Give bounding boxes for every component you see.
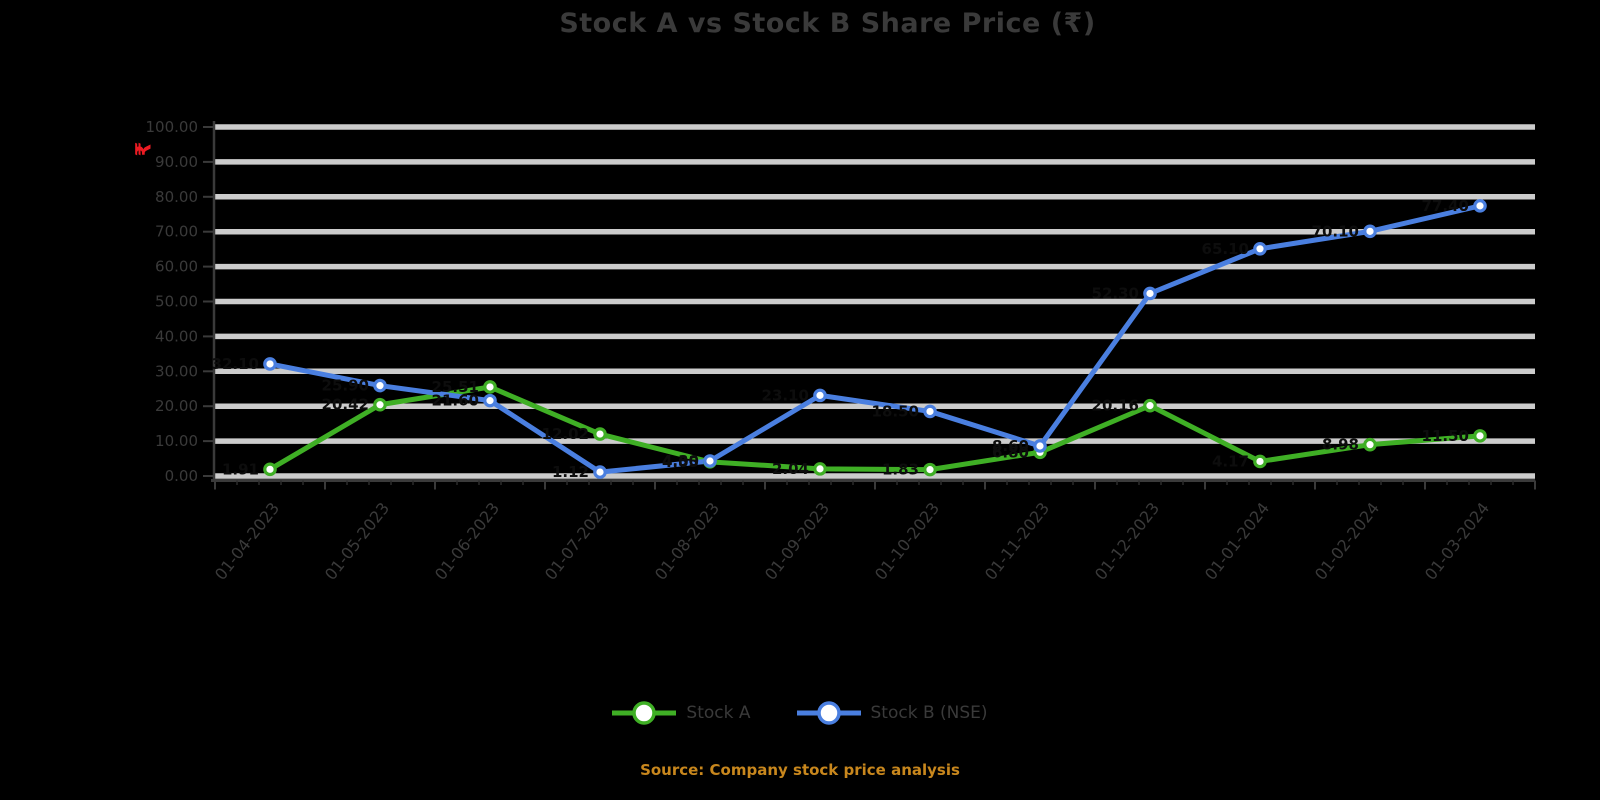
data-label-green: 11.50 <box>1422 427 1469 445</box>
data-label-green: 12.02 <box>542 425 589 443</box>
data-label-green: 25.51 <box>432 378 479 396</box>
x-axis-label: 01-01-2024 <box>1201 499 1273 584</box>
data-label-blue: 4.30 <box>662 452 699 470</box>
data-point-marker-blue <box>263 357 277 371</box>
data-label-blue: 23.10 <box>762 386 809 404</box>
data-point-marker-green <box>593 427 607 441</box>
chart-title: Stock A vs Stock B Share Price (₹) <box>559 8 1096 39</box>
x-axis-label: 01-11-2023 <box>981 499 1053 584</box>
data-point-marker-blue <box>1033 439 1047 453</box>
x-axis-label: 01-07-2023 <box>541 499 613 584</box>
data-point-marker-green <box>1363 437 1377 452</box>
y-axis-label: 40.00 <box>155 327 198 345</box>
data-point-marker-green <box>923 462 937 477</box>
series-line-blue <box>267 203 1483 475</box>
data-point-marker-green <box>1253 454 1267 469</box>
legend-label-stock-a: Stock A <box>686 703 751 723</box>
data-label-blue: 21.60 <box>432 392 479 410</box>
data-label-blue: 18.50 <box>872 402 919 420</box>
data-point-marker-blue <box>373 378 387 393</box>
x-axis-label: 01-08-2023 <box>651 499 723 584</box>
x-axis-label: 01-02-2024 <box>1311 499 1383 584</box>
y-axis-label: 0.00 <box>165 467 198 485</box>
data-point-marker-green <box>1143 398 1157 413</box>
data-label-blue: 77.40 <box>1422 197 1469 215</box>
x-axis-label: 01-12-2023 <box>1091 499 1163 584</box>
data-point-marker-green <box>483 380 497 394</box>
source-note: Source: Company stock price analysis <box>640 761 960 779</box>
data-label-blue: 70.10 <box>1312 222 1359 240</box>
data-point-marker-blue <box>813 388 827 403</box>
data-point-marker-green <box>263 462 277 477</box>
legend-line-marker-icon <box>612 701 677 725</box>
data-label-blue: 8.60 <box>992 437 1029 455</box>
data-point-marker-blue <box>923 404 937 419</box>
x-axis-label: 01-06-2023 <box>431 499 503 584</box>
data-point-marker-blue <box>703 454 717 468</box>
data-label-green: 6.80 <box>992 443 1029 461</box>
y-axis-label: 100.00 <box>146 118 199 136</box>
x-axis-label: 01-05-2023 <box>321 499 393 584</box>
data-label-blue: 25.90 <box>322 377 369 395</box>
data-label-blue: 65.10 <box>1202 240 1249 258</box>
data-label-green: 4.17 <box>1212 452 1249 470</box>
y-axis-label: 30.00 <box>155 362 198 380</box>
data-point-marker-blue <box>1363 224 1377 239</box>
x-axis-label: 01-03-2024 <box>1421 499 1493 584</box>
x-axis-label: 01-04-2023 <box>211 499 283 584</box>
x-axis-label: 01-09-2023 <box>761 499 833 584</box>
y-axis-label: 80.00 <box>155 188 198 206</box>
data-label-blue: 1.12 <box>552 463 589 481</box>
data-label-blue: 32.10 <box>212 355 259 373</box>
data-point-marker-blue <box>593 465 607 479</box>
x-axis-label: 01-10-2023 <box>871 499 943 584</box>
data-label-green: 2.04 <box>772 460 809 478</box>
y-axis-label: 50.00 <box>155 293 198 311</box>
legend-label-stock-b: Stock B (NSE) <box>870 703 988 723</box>
legend-item-stock-a: Stock A <box>612 700 751 726</box>
data-point-marker-green <box>813 462 827 476</box>
legend-line-marker-icon <box>796 701 861 725</box>
y-axis-label: 10.00 <box>155 432 198 450</box>
data-label-green: 8.98 <box>1322 436 1359 454</box>
y-axis-label: 90.00 <box>155 153 198 171</box>
series-line-green <box>267 384 1483 473</box>
data-point-marker-blue <box>483 393 497 408</box>
y-axis-label: 60.00 <box>155 258 198 276</box>
y-axis-label: 20.00 <box>155 397 198 415</box>
data-point-marker-blue <box>1473 199 1487 213</box>
data-label-green: 4.05 <box>662 453 699 471</box>
data-label-green: 1.91 <box>222 460 259 478</box>
y-axis-label: 70.00 <box>155 223 198 241</box>
data-point-marker-green <box>373 397 387 412</box>
data-label-green: 1.83 <box>882 461 919 479</box>
legend: Stock A Stock B (NSE) <box>0 700 1600 726</box>
data-label-green: 20.16 <box>1092 397 1139 415</box>
data-point-marker-blue <box>1143 286 1157 301</box>
legend-item-stock-b: Stock B (NSE) <box>796 700 988 726</box>
data-point-marker-blue <box>1253 242 1267 256</box>
data-point-marker-green <box>1473 429 1487 443</box>
data-label-green: 20.42 <box>322 396 369 414</box>
data-label-blue: 52.30 <box>1092 284 1139 302</box>
